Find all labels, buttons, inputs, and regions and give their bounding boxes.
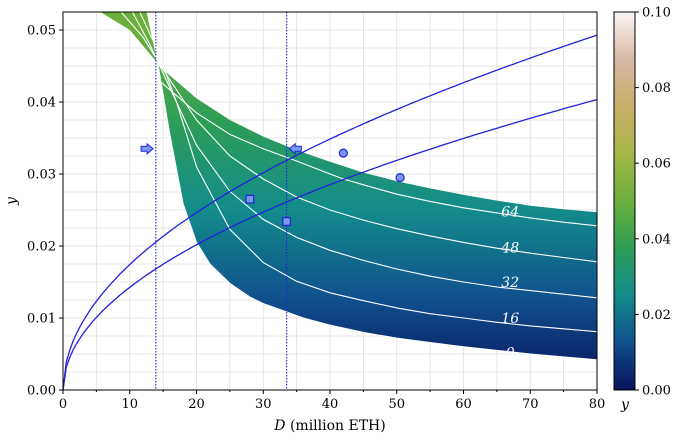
colorbar-tick-label: 0.04 — [642, 232, 671, 247]
contour-line-48 — [120, 12, 597, 263]
x-tick-label: 40 — [322, 397, 339, 412]
feasible-band — [100, 12, 597, 360]
band-region — [100, 12, 597, 360]
x-tick-label: 80 — [589, 397, 606, 412]
contour-line-0 — [146, 12, 597, 361]
contour-label-0: 0 — [506, 346, 515, 362]
y-tick-label: 0.04 — [27, 96, 56, 111]
marker-square — [245, 194, 255, 204]
contour-labels: 64 48 32 16 0 — [500, 204, 519, 361]
colorbar-tick-label: 0.08 — [642, 81, 671, 96]
x-tick-label: 10 — [121, 397, 138, 412]
sqrt-curve-2 — [63, 98, 597, 390]
x-tick-label: 30 — [255, 397, 272, 412]
x-tick-label: 20 — [188, 397, 205, 412]
x-tick-label: 70 — [522, 397, 539, 412]
x-tick-label: 60 — [455, 397, 472, 412]
contour-line-16 — [139, 12, 597, 333]
contour-label-48: 48 — [500, 240, 519, 256]
y-tick-label: 0.02 — [27, 240, 56, 255]
colorbar-tick-label: 0.06 — [642, 157, 671, 172]
markers — [245, 148, 405, 226]
sqrt-curve-1 — [63, 34, 597, 390]
y-axis-label: y — [4, 196, 20, 206]
contour-label-64: 64 — [501, 204, 519, 220]
y-axis-ticks: 0.00 0.01 0.02 0.03 0.04 0.05 — [27, 24, 63, 399]
contour-line-32 — [131, 12, 597, 299]
x-axis-label: D (million ETH) — [273, 418, 385, 434]
contour-label-16: 16 — [501, 311, 519, 327]
contour-lines — [97, 12, 597, 361]
colorbar-tick-label: 0.00 — [642, 384, 671, 399]
x-axis-label-unit: (million ETH) — [286, 418, 386, 434]
y-tick-label: 0.00 — [27, 384, 56, 399]
colorbar-tick-label: 0.02 — [642, 308, 671, 323]
y-tick-label: 0.05 — [27, 24, 56, 39]
x-tick-label: 50 — [388, 397, 405, 412]
arrow-left — [288, 142, 302, 155]
colorbar-bar — [613, 11, 636, 391]
colorbar: 0.00 0.02 0.04 0.06 0.08 0.10 — [613, 6, 671, 399]
arrows — [140, 142, 302, 155]
x-tick-label: 0 — [59, 397, 67, 412]
colorbar-tick-label: 0.10 — [642, 6, 671, 21]
vertical-lines — [155, 12, 288, 390]
marker-circle — [338, 148, 348, 158]
sqrt-curves — [63, 34, 597, 390]
y-tick-label: 0.03 — [27, 168, 56, 183]
y-tick-label: 0.01 — [27, 312, 56, 327]
arrow-right — [140, 142, 154, 155]
marker-circle — [395, 173, 405, 183]
x-axis-label-var: D — [273, 418, 285, 434]
contour-label-32: 32 — [501, 275, 519, 291]
x-axis-ticks: 0 10 20 30 40 50 60 70 80 — [59, 390, 605, 412]
colorbar-label: y — [620, 397, 630, 413]
marker-square — [282, 217, 292, 226]
